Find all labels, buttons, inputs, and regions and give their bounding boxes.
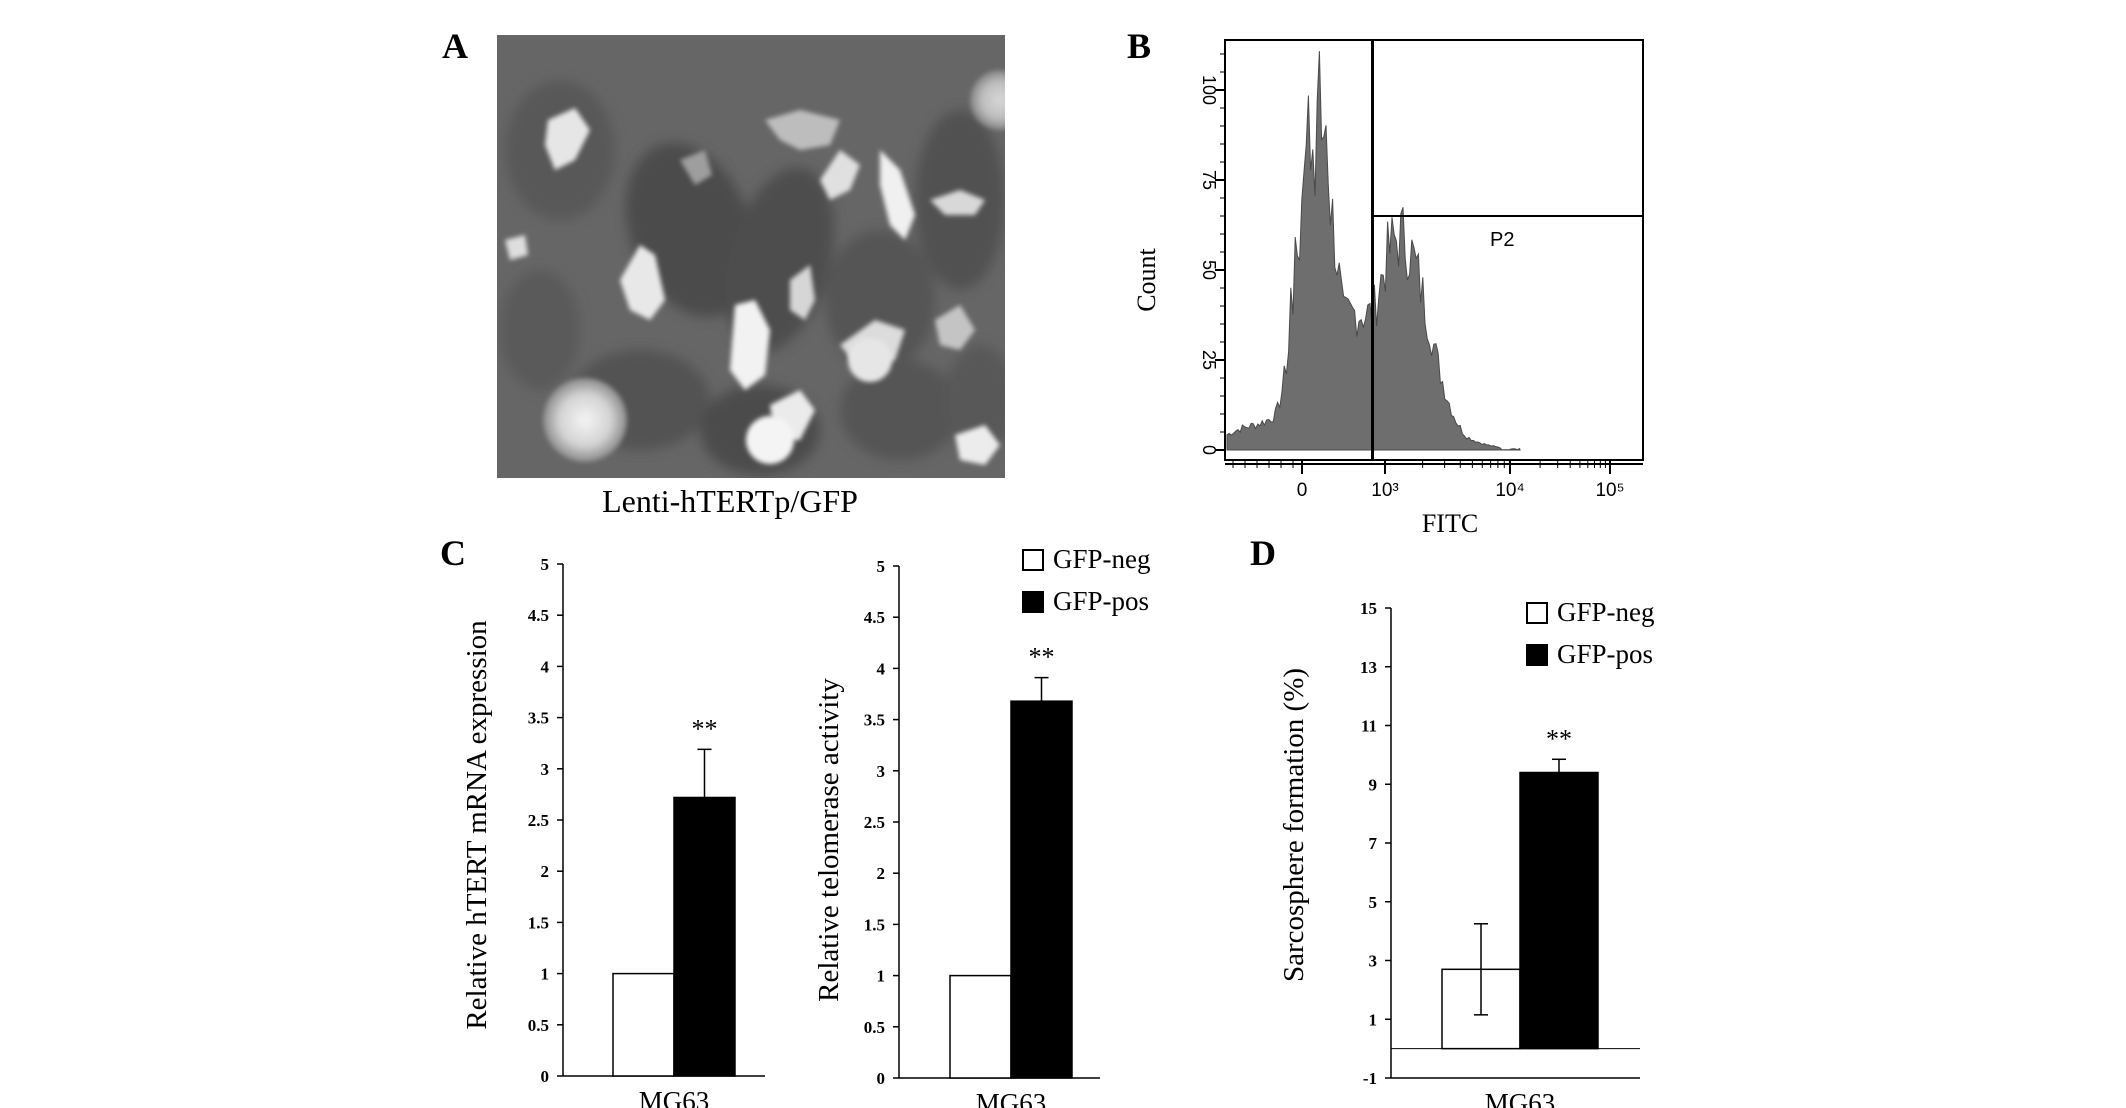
y-tick-label: 1.5	[528, 913, 549, 932]
y-tick-label: 2.5	[864, 813, 885, 832]
y-tick-label: 1	[541, 965, 550, 984]
panel-label-b: B	[1127, 26, 1151, 66]
y-axis-label-count: Count	[1132, 247, 1161, 311]
y-tick-label: 0.5	[528, 1016, 549, 1035]
y-tick-label: 15	[1360, 599, 1377, 618]
y-tick-label: 3	[877, 762, 886, 781]
histogram-area	[1226, 51, 1521, 451]
legend-label-gfp-neg: GFP-neg	[1557, 597, 1655, 627]
significance-marker: **	[1029, 643, 1055, 672]
x-tick-label: 10⁴	[1495, 480, 1524, 501]
y-tick-label: 3	[541, 760, 550, 779]
y-tick-label: 4	[541, 657, 550, 676]
y-tick-label: 9	[1369, 775, 1378, 794]
y-tick-label: 1	[1369, 1010, 1378, 1029]
y-tick-label: 1.5	[864, 915, 885, 934]
x-tick-label: 0	[1297, 480, 1308, 501]
y-tick-label: 100	[1199, 75, 1219, 105]
legend-swatch-gfp-pos	[1526, 644, 1548, 666]
y-tick-label: 25	[1199, 350, 1219, 370]
y-tick-label: 0	[1199, 445, 1219, 455]
y-tick-label: 11	[1361, 717, 1377, 736]
y-axis-label-sarcosphere: Sarcosphere formation (%)	[1278, 668, 1310, 982]
y-tick-label: 3	[1369, 952, 1378, 971]
legend-label-gfp-pos: GFP-pos	[1557, 639, 1653, 669]
x-axis-label-fitc: FITC	[1422, 509, 1478, 538]
micrograph-image	[497, 35, 1005, 478]
category-label: MG63	[976, 1088, 1047, 1108]
y-tick-label: 1	[877, 967, 886, 986]
y-tick-label: 0.5	[864, 1018, 885, 1037]
category-label: MG63	[639, 1086, 710, 1108]
legend-label-gfp-pos: GFP-pos	[1053, 586, 1149, 616]
x-tick-label: 10³	[1371, 480, 1398, 501]
micrograph-caption: Lenti-hTERTp/GFP	[602, 483, 858, 519]
y-tick-label: 3.5	[528, 709, 549, 728]
bar-gfp-neg	[612, 972, 675, 1077]
y-tick-label: 5	[877, 557, 886, 576]
y-tick-label: 0	[877, 1069, 886, 1088]
bar-gfp-pos	[1010, 700, 1073, 1079]
y-tick-label: 2.5	[528, 811, 549, 830]
bar-gfp-pos	[1519, 771, 1599, 1050]
category-label: MG63	[1485, 1088, 1556, 1108]
legend-swatch-gfp-neg	[1526, 602, 1548, 624]
y-tick-label: 4.5	[864, 608, 885, 627]
flow-histogram: P2 0 25 50 75 100 0 10³ 10⁴ 10⁵ Count FITC	[1132, 39, 1644, 538]
y-axis-label-htert: Relative hTERT mRNA expression	[461, 620, 493, 1030]
y-tick-label: 7	[1369, 834, 1378, 853]
y-tick-label: 13	[1360, 658, 1377, 677]
significance-marker: **	[692, 714, 718, 743]
bar-gfp-pos	[673, 796, 736, 1077]
panel-label-a: A	[442, 26, 468, 66]
y-tick-label: -1	[1363, 1069, 1377, 1088]
bar-chart-htert-mrna: 0 0.5 1 1.5 2 2.5 3 3.5 4 4.5 5 ** MG63	[528, 555, 765, 1108]
y-tick-label: 2	[877, 864, 886, 883]
y-tick-label: 50	[1199, 260, 1219, 280]
x-tick-label: 10⁵	[1595, 480, 1624, 501]
bar-gfp-neg	[949, 974, 1012, 1079]
legend-swatch-gfp-pos	[1022, 591, 1044, 613]
legend-swatch-gfp-neg	[1022, 549, 1044, 571]
significance-marker: **	[1546, 724, 1572, 753]
y-tick-label: 4.5	[528, 606, 549, 625]
legend-label-gfp-neg: GFP-neg	[1053, 544, 1151, 574]
panel-label-c: C	[440, 533, 466, 573]
y-tick-label: 4	[877, 659, 886, 678]
panel-label-d: D	[1250, 533, 1276, 573]
plot-frame	[1224, 39, 1644, 461]
y-tick-label: 5	[541, 555, 550, 574]
y-tick-label: 0	[541, 1067, 550, 1086]
y-tick-label: 5	[1369, 893, 1378, 912]
bar-chart-telomerase: 0 0.5 1 1.5 2 2.5 3 3.5 4 4.5 5 ** MG63 GFP-neg GFP-po…	[864, 544, 1151, 1108]
gate-label: P2	[1490, 229, 1514, 251]
y-axis-label-telomerase: Relative telomerase activity	[813, 678, 845, 1002]
y-tick-label: 75	[1199, 170, 1219, 190]
y-tick-label: 2	[541, 862, 550, 881]
y-tick-label: 3.5	[864, 711, 885, 730]
